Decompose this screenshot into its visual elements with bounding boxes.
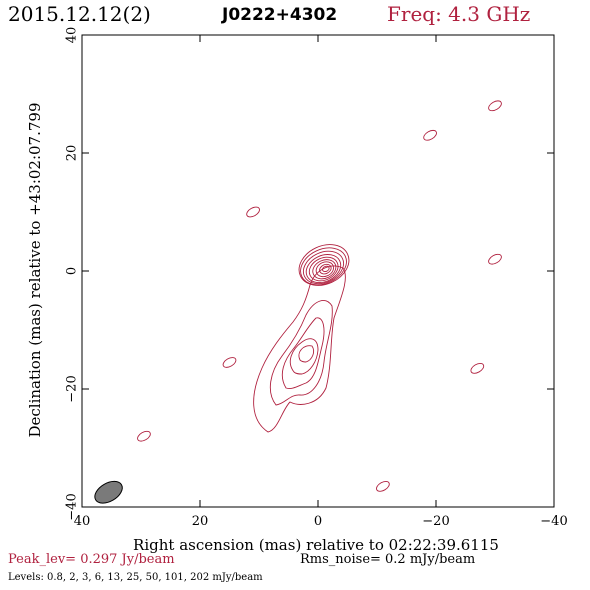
beam-ellipse (94, 480, 123, 504)
jet-contour (298, 345, 315, 363)
contour-levels: Levels: 0.8, 2, 3, 6, 13, 25, 50, 101, 2… (8, 572, 263, 583)
y-tick-label: −20 (65, 375, 80, 402)
knot-contour (488, 100, 502, 112)
knot-contour (470, 362, 485, 374)
core-contour (322, 265, 330, 273)
core-contour (305, 254, 342, 284)
rms-noise: Rms_noise= 0.2 mJy/beam (300, 552, 476, 567)
core-contour (298, 244, 350, 286)
core-contour (302, 250, 344, 285)
jet-contour (281, 317, 325, 389)
peak-level: Peak_lev= 0.297 Jy/beam (8, 552, 175, 567)
x-tick-label: 40 (74, 514, 91, 529)
y-tick-label: −40 (65, 493, 80, 520)
knot-contour (222, 357, 237, 368)
core-contour (308, 256, 339, 282)
knot-contour (423, 129, 437, 141)
source-name: J0222+4302 (222, 5, 338, 25)
axis-ticks (81, 34, 555, 508)
core-contour (312, 259, 337, 280)
x-tick-label: 20 (192, 514, 209, 529)
x-axis-label: Right ascension (mas) relative to 02:22:… (133, 536, 499, 554)
core-contour (300, 247, 347, 286)
beam-shape (94, 480, 123, 504)
contour-lines (137, 100, 502, 492)
jet-contour (289, 338, 319, 375)
knot-contour (137, 430, 151, 442)
knot-contour (376, 480, 390, 492)
x-tick-label: −40 (540, 514, 567, 529)
frequency-label: Freq: 4.3 GHz (387, 2, 531, 26)
y-tick-label: 20 (65, 145, 80, 162)
x-tick-label: 0 (314, 514, 322, 529)
y-tick-label: 40 (65, 27, 80, 44)
knot-contour (246, 206, 260, 218)
observation-date: 2015.12.12(2) (8, 2, 151, 26)
jet-contour (269, 300, 333, 406)
knot-contour (488, 253, 502, 265)
plot-frame (81, 34, 555, 508)
tick-labels: 40 20 0 −20 −40 −40 −20 0 20 40 (65, 27, 568, 529)
jet-contour (253, 265, 346, 433)
y-axis-label: Declination (mas) relative to +43:02:07.… (26, 102, 44, 437)
plot-border (81, 34, 555, 508)
y-tick-label: 0 (65, 267, 80, 275)
x-tick-label: −20 (422, 514, 449, 529)
